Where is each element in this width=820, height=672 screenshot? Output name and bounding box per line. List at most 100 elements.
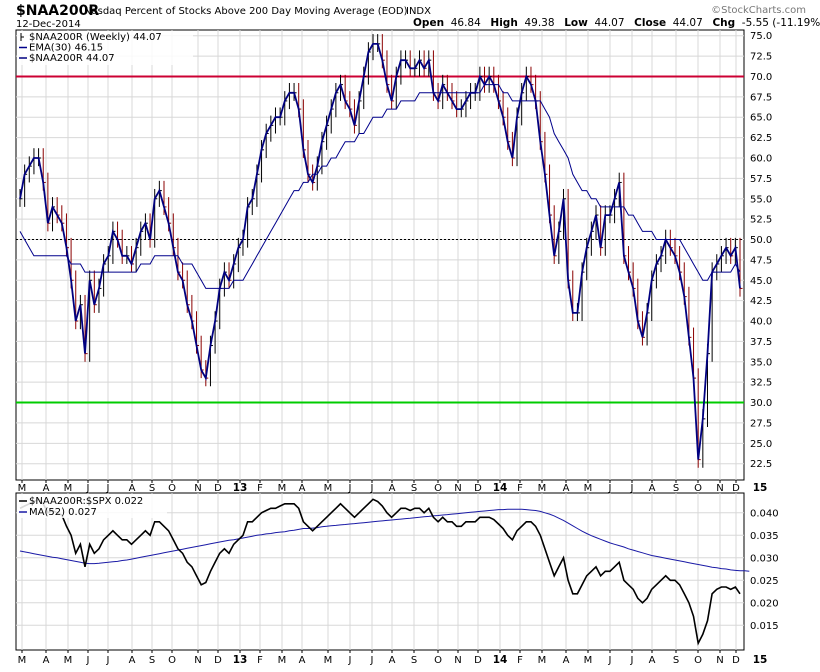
y-tick-label: 0.015	[750, 621, 779, 632]
y-tick-label: 70.0	[750, 72, 772, 83]
x-tick-label: 14	[493, 654, 508, 666]
y-tick-label: 35.0	[750, 357, 772, 368]
y-tick-label: 60.0	[750, 153, 772, 164]
legend-background	[17, 494, 167, 518]
chart-date: 12-Dec-2014	[16, 19, 81, 30]
x-axis-middle: M A M J J A S O N D 13 F M A M J J A S O N D 14 F M A M J J A S O N D 15	[18, 480, 768, 494]
x-tick-label: F	[257, 655, 263, 666]
ratio-panel: 0.040 0.035 0.030 0.025 0.020 0.015 $NAA200R:…	[15, 492, 779, 651]
y-tick-label: 50.0	[750, 235, 772, 246]
x-tick-label: D	[214, 655, 222, 666]
x-tick-label: M	[324, 655, 333, 666]
x-tick-label: J	[348, 483, 352, 494]
main-panel-frame	[15, 29, 745, 481]
x-tick-label: M	[18, 655, 27, 666]
y-tick-label: 0.030	[750, 553, 779, 564]
x-tick-label: M	[18, 483, 27, 494]
x-tick-label: J	[370, 655, 374, 666]
open-label: Open	[413, 17, 444, 29]
x-tick-label: A	[129, 483, 136, 494]
ratio-ma-line	[19, 508, 750, 572]
legend-entry: $NAA200R (Weekly) 44.07	[29, 32, 162, 43]
x-tick-label: S	[673, 483, 679, 494]
y-tick-label: 55.0	[750, 194, 772, 205]
y-tick-label: 40.0	[750, 317, 772, 328]
x-tick-label: M	[584, 483, 593, 494]
ohlc-readout: Open 46.84 High 49.38 Low 44.07 Close 44…	[413, 17, 820, 29]
x-tick-label: M	[584, 655, 593, 666]
x-tick-label: A	[299, 483, 306, 494]
close-label: Close	[634, 17, 666, 29]
x-tick-label: S	[149, 655, 155, 666]
y-tick-label: 32.5	[750, 378, 772, 389]
open-value: 46.84	[451, 17, 481, 29]
x-tick-label: A	[563, 483, 570, 494]
x-tick-label: M	[64, 483, 73, 494]
x-tick-label: J	[106, 655, 110, 666]
legend-background	[17, 31, 193, 65]
y-tick-label: 37.5	[750, 337, 772, 348]
y-tick-label: 65.0	[750, 113, 772, 124]
x-tick-label: A	[389, 483, 396, 494]
x-tick-label: N	[716, 483, 723, 494]
x-tick-label: S	[149, 483, 155, 494]
main-price-panel: 75.0 72.5 70.0 67.5 65.0 62.5 60.0 57.5 55.0 52.5…	[15, 29, 772, 481]
ratio-grid	[16, 493, 744, 650]
x-tick-label: J	[370, 483, 374, 494]
close-value: 44.07	[673, 17, 703, 29]
y-tick-label: 72.5	[750, 52, 772, 63]
price-line	[19, 43, 741, 460]
x-tick-label: M	[64, 655, 73, 666]
x-tick-label: A	[129, 655, 136, 666]
y-tick-label: 62.5	[750, 133, 772, 144]
chart-description: Nasdaq Percent of Stocks Above 200 Day M…	[84, 6, 408, 17]
x-tick-label: 15	[753, 482, 768, 494]
x-tick-label: M	[538, 483, 547, 494]
x-tick-label: J	[86, 655, 90, 666]
legend-entry: $NAA200R 44.07	[29, 53, 115, 64]
x-tick-label: D	[732, 483, 740, 494]
low-value: 44.07	[594, 17, 624, 29]
chart-exchange: INDX	[406, 6, 431, 17]
x-tick-label: A	[43, 483, 50, 494]
x-tick-label: A	[649, 483, 656, 494]
x-tick-label: N	[716, 655, 723, 666]
price-series	[19, 43, 741, 460]
ratio-y-axis: 0.040 0.035 0.030 0.025 0.020 0.015	[750, 508, 779, 631]
x-tick-label: J	[630, 655, 634, 666]
x-tick-label: S	[411, 483, 417, 494]
x-tick-label: J	[630, 483, 634, 494]
high-value: 49.38	[524, 17, 554, 29]
x-tick-label: N	[194, 483, 201, 494]
ratio-ma-series	[19, 508, 750, 572]
main-y-axis: 75.0 72.5 70.0 67.5 65.0 62.5 60.0 57.5 55.0 52.5…	[750, 31, 772, 470]
x-tick-label: N	[454, 655, 461, 666]
ratio-line	[19, 498, 741, 646]
x-tick-label: 15	[753, 654, 768, 666]
high-label: High	[490, 17, 517, 29]
x-tick-label: A	[563, 655, 570, 666]
chg-label: Chg	[712, 17, 735, 29]
x-tick-label: O	[434, 655, 442, 666]
y-tick-label: 47.5	[750, 255, 772, 266]
y-tick-label: 25.0	[750, 439, 772, 450]
y-tick-label: 30.0	[750, 398, 772, 409]
y-tick-label: 42.5	[750, 296, 772, 307]
x-tick-label: D	[474, 483, 482, 494]
y-tick-label: 57.5	[750, 174, 772, 185]
x-tick-label: A	[43, 655, 50, 666]
legend-entry: MA(52) 0.027	[29, 507, 97, 518]
x-tick-label: J	[86, 483, 90, 494]
x-tick-label: 13	[233, 654, 248, 666]
low-label: Low	[564, 17, 588, 29]
watermark: ©StockCharts.com	[711, 5, 806, 16]
x-tick-label: 14	[493, 482, 508, 494]
x-tick-label: D	[732, 655, 740, 666]
x-tick-label: J	[608, 655, 612, 666]
y-tick-label: 0.040	[750, 508, 779, 519]
x-tick-label: O	[694, 483, 702, 494]
x-tick-label: F	[517, 483, 523, 494]
